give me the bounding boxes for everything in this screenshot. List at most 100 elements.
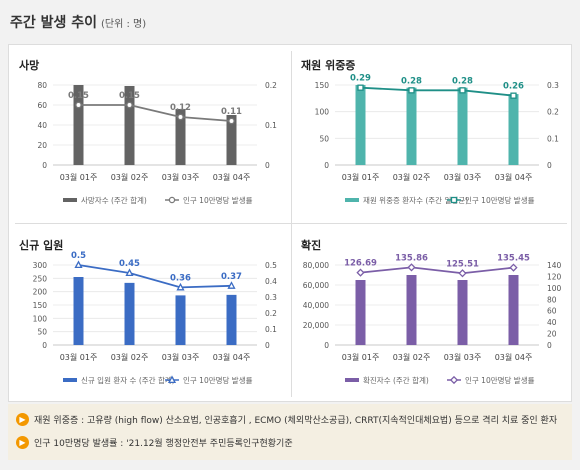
- rate-marker: [176, 282, 185, 291]
- y-right-tick-label: 0.3: [265, 293, 277, 302]
- legend-bar-swatch: [63, 378, 77, 382]
- x-tick-label: 03월 04주: [495, 352, 533, 362]
- rate-marker: [74, 260, 83, 269]
- y-left-tick-label: 40: [37, 121, 47, 130]
- y-right-tick-label: 0.4: [265, 277, 277, 286]
- data-label: 135.86: [395, 253, 428, 263]
- footnote-critical: ▶ 재원 위중증 : 고유량 (high flow) 산소요법, 인공호흡기 ,…: [16, 408, 564, 431]
- bar: [175, 109, 186, 165]
- data-label: 0.29: [350, 74, 371, 84]
- legend-bar-swatch: [345, 198, 359, 202]
- y-right-tick-label: 0.1: [265, 121, 277, 130]
- y-left-tick-label: 100: [315, 108, 330, 117]
- y-right-tick-label: 0: [547, 161, 552, 170]
- y-left-tick-label: 60: [37, 101, 47, 110]
- legend-bar-label: 재원 위중증 환자수 (주간 일평균): [363, 195, 468, 205]
- chart-title: 확진: [301, 238, 321, 252]
- data-label: 0.28: [452, 76, 473, 86]
- y-right-tick-label: 0: [547, 341, 552, 350]
- data-label: 125.51: [446, 259, 479, 269]
- charts-panel: 사망 0 20 40 60 80 0 0.1 0.2 03월 01주 03월 02주 03월 03주 0…: [8, 44, 572, 402]
- bar: [406, 87, 417, 165]
- y-left-tick-label: 100: [33, 314, 48, 323]
- legend-bar-label: 신규 입원 환자 수 (주간 합계): [81, 375, 175, 385]
- x-tick-label: 03월 02주: [111, 172, 149, 182]
- data-label: 0.5: [71, 251, 86, 261]
- x-tick-label: 03월 01주: [60, 172, 98, 182]
- y-right-tick-label: 20: [547, 330, 557, 339]
- y-left-tick-label: 20,000: [303, 321, 329, 330]
- chart-admissions: 신규 입원 0 50 100 150 200 250 300 0 0.1 0.2 0.3 0.4 0.5 0…: [19, 238, 277, 385]
- x-tick-label: 03월 01주: [342, 352, 380, 362]
- y-left-tick-label: 0: [42, 341, 47, 350]
- x-tick-label: 03월 03주: [162, 352, 200, 362]
- rate-line: [360, 266, 514, 275]
- y-right-tick-label: 100: [547, 284, 562, 293]
- legend-marker: [168, 196, 176, 204]
- legend-bar-label: 사망자수 (주간 합계): [81, 195, 147, 205]
- x-tick-label: 03월 03주: [162, 172, 200, 182]
- data-label: 0.37: [221, 272, 242, 282]
- y-left-tick-label: 150: [315, 81, 330, 90]
- rate-marker: [227, 281, 236, 289]
- bar: [73, 277, 84, 345]
- y-left-tick-label: 80,000: [303, 261, 329, 270]
- x-tick-label: 03월 01주: [342, 172, 380, 182]
- bar: [226, 294, 237, 345]
- x-tick-label: 03월 03주: [444, 352, 482, 362]
- y-right-tick-label: 0.3: [547, 81, 559, 90]
- rate-marker: [75, 101, 82, 109]
- panel-divider-horizontal: [15, 223, 567, 224]
- data-label: 126.69: [344, 259, 377, 269]
- x-tick-label: 03월 02주: [393, 172, 431, 182]
- rate-marker: [177, 113, 184, 121]
- x-tick-label: 03월 02주: [393, 352, 431, 362]
- y-left-tick-label: 60,000: [303, 281, 329, 290]
- legend-marker: [450, 196, 458, 204]
- y-left-tick-label: 50: [319, 134, 329, 143]
- rate-marker: [356, 268, 365, 277]
- x-tick-label: 03월 04주: [213, 352, 251, 362]
- page-title-text: 주간 발생 추이: [10, 15, 98, 31]
- rate-marker: [408, 87, 415, 94]
- legend-bar-swatch: [63, 198, 77, 202]
- legend-bar-swatch: [345, 378, 359, 382]
- bar: [175, 295, 186, 345]
- bar: [406, 275, 417, 345]
- y-left-tick-label: 200: [33, 288, 48, 297]
- footnote-text: 재원 위중증 : 고유량 (high flow) 산소요법, 인공호흡기 , E…: [34, 416, 558, 426]
- x-tick-label: 03월 04주: [495, 172, 533, 182]
- y-left-tick-label: 250: [33, 274, 48, 283]
- y-left-tick-label: 0: [324, 341, 329, 350]
- rate-marker: [125, 268, 134, 277]
- page-unit: (단위 : 명): [101, 19, 147, 30]
- rate-line: [78, 104, 232, 122]
- rate-marker: [458, 269, 467, 278]
- bar: [508, 94, 519, 165]
- rate-marker: [459, 87, 466, 94]
- x-tick-label: 03월 02주: [111, 352, 149, 362]
- x-tick-label: 03월 04주: [213, 172, 251, 182]
- data-label: 0.15: [68, 91, 89, 101]
- page-title: 주간 발생 추이 (단위 : 명): [10, 12, 146, 32]
- y-right-tick-label: 140: [547, 261, 562, 270]
- legend-line-label: 인구 10만명당 발생률: [465, 375, 535, 385]
- legend-bar-label: 확진자수 (주간 합계): [363, 375, 429, 385]
- y-left-tick-label: 20: [37, 141, 47, 150]
- data-label: 0.11: [221, 107, 242, 117]
- bar: [508, 275, 519, 345]
- rate-marker: [407, 263, 416, 272]
- x-tick-label: 03월 03주: [444, 172, 482, 182]
- legend-line-label: 인구 10만명당 발생률: [465, 195, 535, 205]
- data-label: 0.26: [503, 82, 524, 92]
- y-left-tick-label: 150: [33, 301, 48, 310]
- legend-marker: [167, 375, 177, 384]
- data-label: 0.28: [401, 76, 422, 86]
- rate-line: [360, 86, 514, 97]
- y-left-tick-label: 50: [37, 328, 47, 337]
- y-left-tick-label: 0: [42, 161, 47, 170]
- y-right-tick-label: 0.2: [547, 108, 559, 117]
- data-label: 0.15: [119, 91, 140, 101]
- y-right-tick-label: 0: [265, 341, 270, 350]
- data-label: 0.36: [170, 273, 191, 283]
